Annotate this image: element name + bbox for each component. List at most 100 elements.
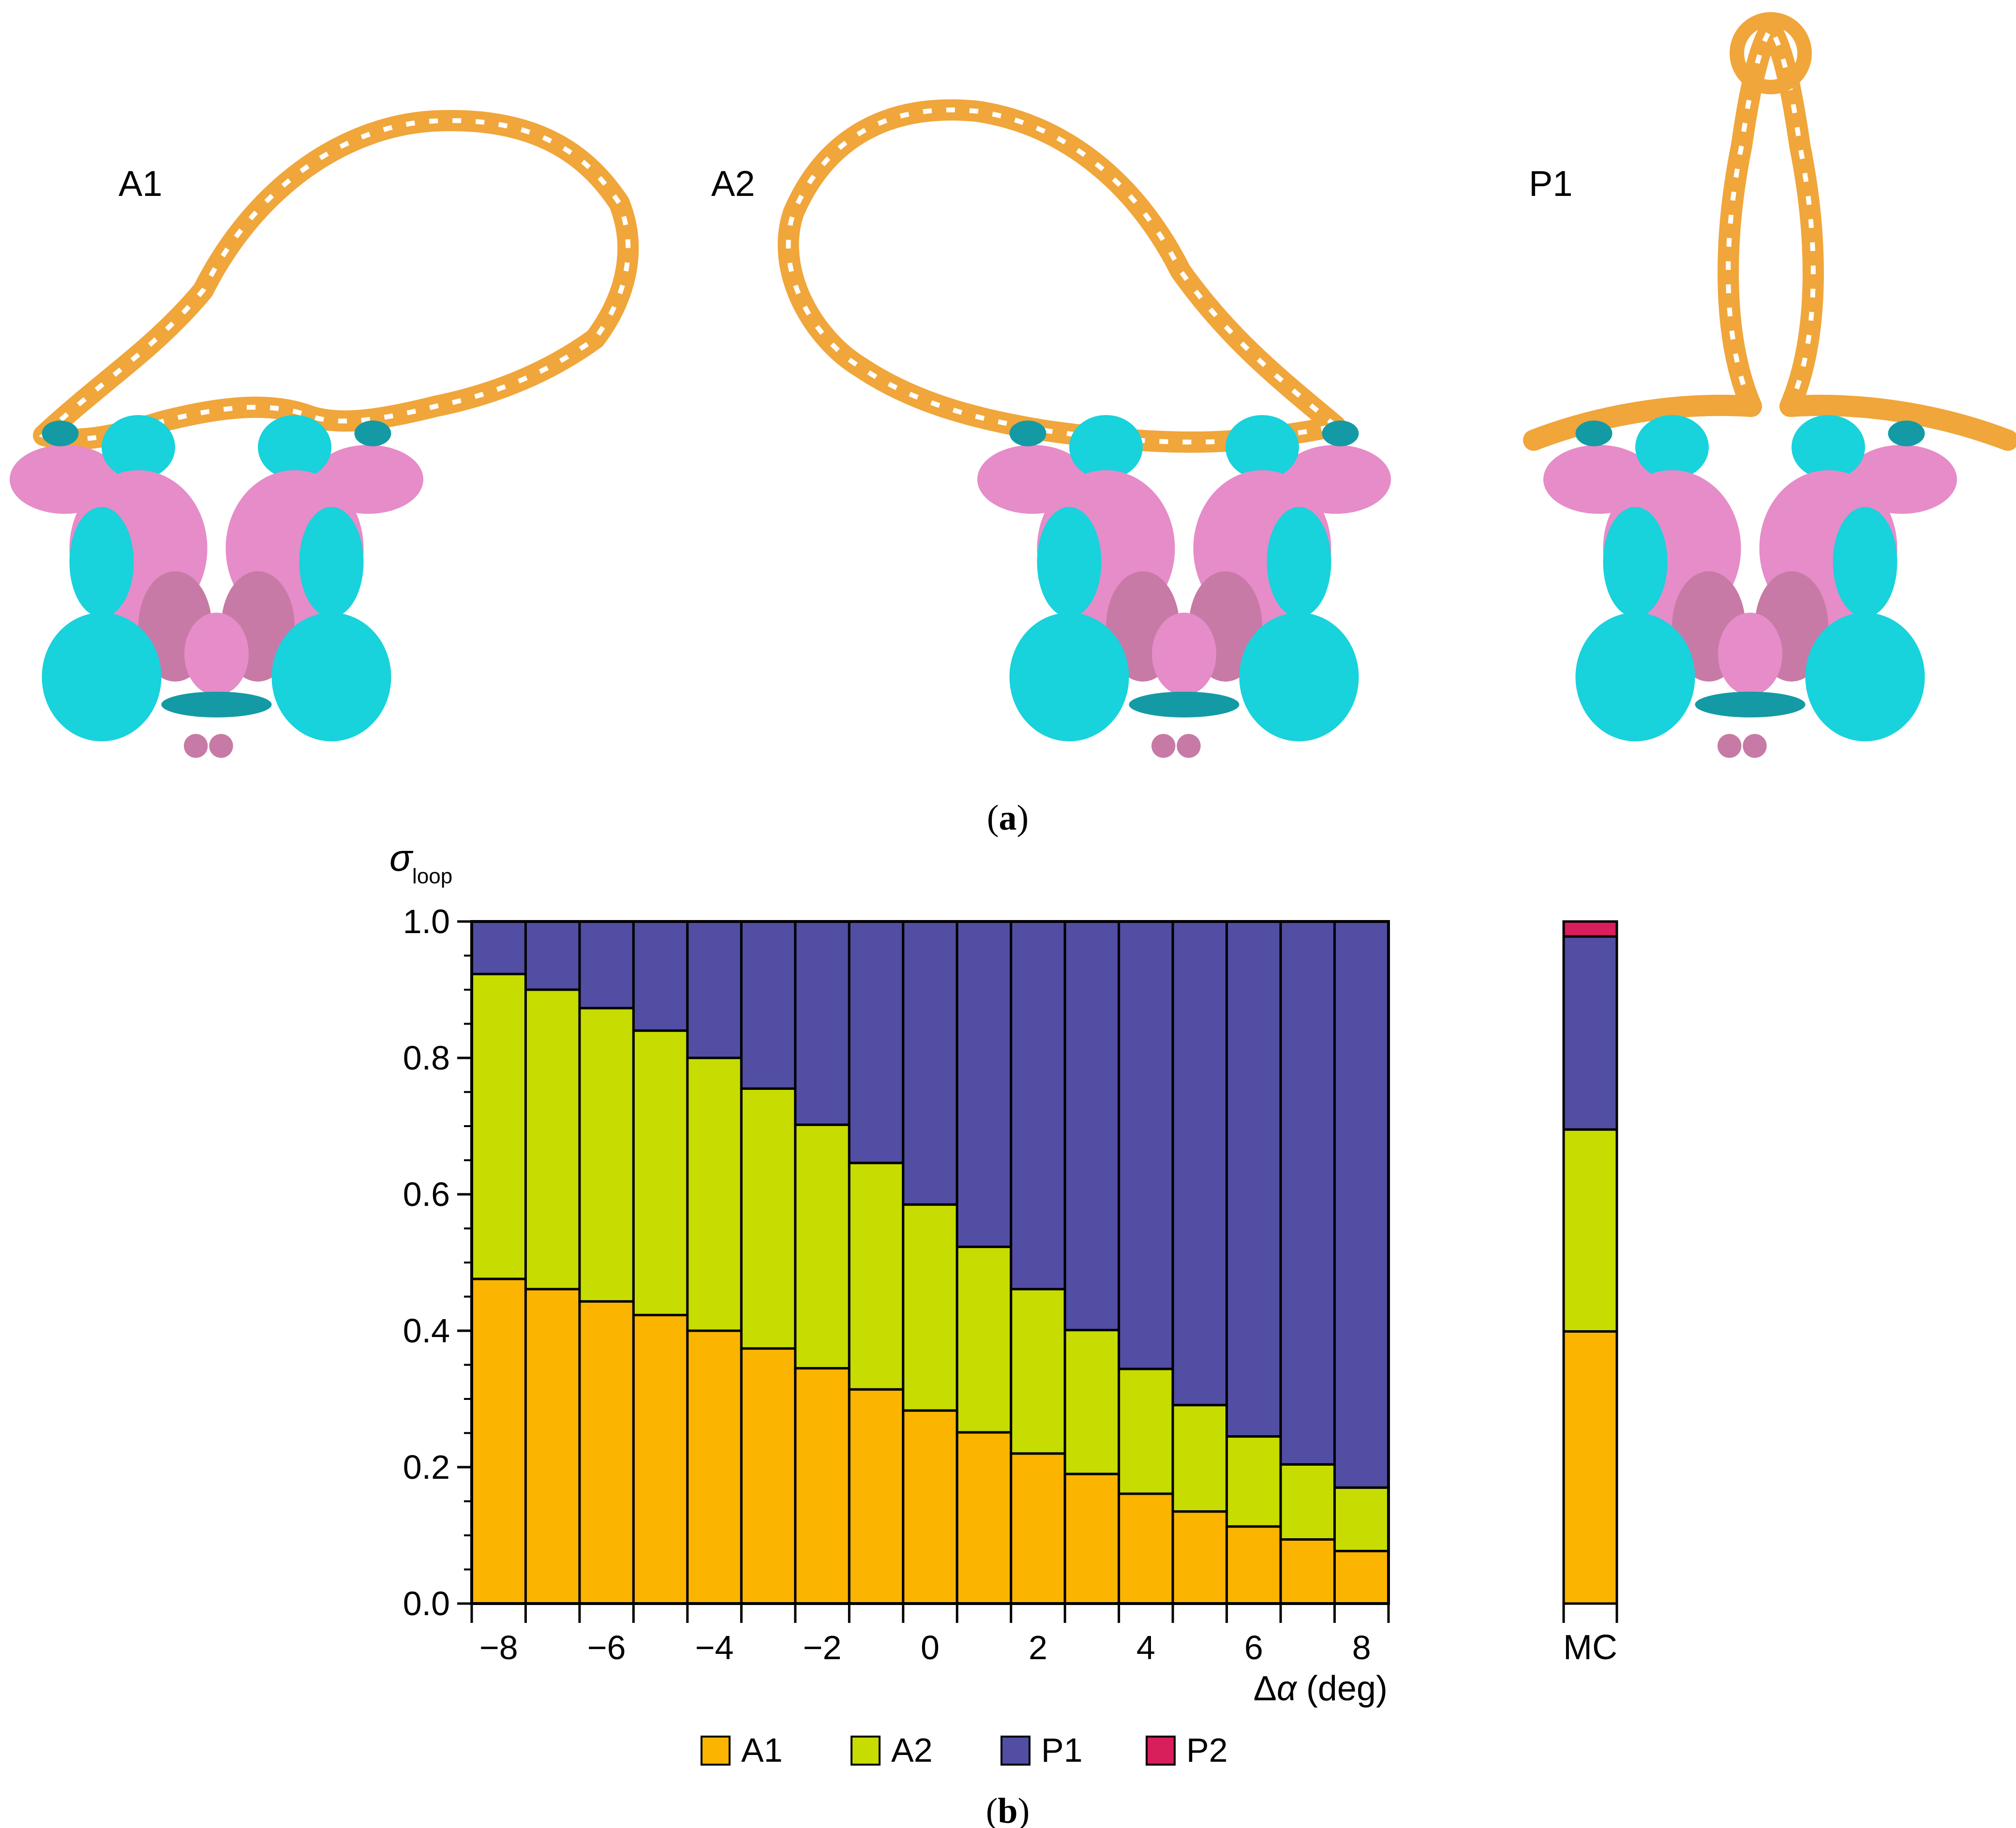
bar-a2-6 [794,1123,851,1370]
structure-label-a1: A1 [119,163,163,204]
x-tick-label-8: 8 [1352,1629,1371,1666]
bar-p1-3 [632,920,689,1032]
bar-p1-4 [686,920,743,1059]
bar-p1-14 [1225,920,1282,1438]
dna-loop-a1-inner [39,118,631,442]
x-axis-label-unit: (deg) [1297,1669,1388,1708]
bar-a2-2 [578,1007,635,1303]
legend-label-p1: P1 [1041,1731,1083,1769]
bar-p1-13 [1171,920,1228,1407]
legend-swatch-p2 [1146,1736,1176,1766]
bar-a1-4 [686,1329,743,1605]
x-axis: −8 −6 −4 −2 0 2 4 6 8 [470,1604,1390,1666]
bar-a2-9 [956,1246,1013,1434]
legend-swatch-a2 [851,1736,881,1766]
structure-label-a2: A2 [711,163,755,204]
panel-b-letter: b [998,1791,1017,1828]
y-axis: 0.0 0.2 0.4 0.6 0.8 1.0 [403,903,472,1622]
bar-p1-10 [1010,920,1066,1291]
bar-a1-6 [794,1367,851,1605]
bar-a1-12 [1118,1492,1174,1605]
bar-a1-1 [524,1288,581,1605]
bar-a2-0 [470,973,527,1280]
bar-a2-4 [686,1056,743,1332]
dna-coil-p1 [1730,12,1812,94]
structure-a2: A2 [711,99,1391,758]
dna-loop-a2-inner [786,107,1341,445]
y-tick-label-0: 0.0 [403,1585,450,1622]
bar-a1-0 [470,1278,527,1605]
bar-p1-6 [794,920,851,1126]
bar-p1-9 [956,920,1013,1248]
panel-a-caption: (a) [987,798,1029,838]
legend-label-a2: A2 [891,1731,933,1769]
x-tick-label-6: 4 [1136,1629,1155,1666]
x-tick-label-3: −2 [803,1629,842,1666]
bar-p1-1 [524,920,581,991]
bar-a2-11 [1063,1329,1120,1475]
x-tick-label-1: −6 [587,1629,626,1666]
bar-a1-7 [848,1388,905,1605]
bar-a1-16 [1333,1549,1390,1605]
mc-bar-a2 [1562,1128,1618,1333]
mc-bar-p1 [1562,935,1618,1131]
panel-a: A1 A2 P1 (a) [10,12,2016,838]
bar-a1-10 [1010,1452,1066,1605]
y-axis-label-symbol: σ [389,836,414,879]
bar-p1-15 [1279,920,1336,1466]
stacked-bars [470,920,1390,1605]
x-tick-label-5: 2 [1029,1629,1047,1666]
bar-a1-5 [740,1347,797,1605]
x-axis-label-symbol: α [1277,1669,1298,1708]
structure-p1: P1 [1523,12,2016,758]
structure-label-p1: P1 [1529,163,1573,204]
mc-stacked-bar [1562,920,1618,1623]
bar-p1-7 [848,920,905,1164]
y-axis-label: σloop [389,836,452,888]
panel-a-letter: a [999,798,1017,838]
y-axis-label-subscript: loop [412,864,452,888]
bar-a1-3 [632,1314,689,1605]
bar-a2-3 [632,1029,689,1317]
x-axis-label: Δα (deg) [1254,1669,1388,1708]
legend: A1 A2 P1 P2 [701,1731,1228,1769]
bar-a2-10 [1010,1288,1066,1455]
legend-swatch-a1 [701,1736,731,1766]
y-tick-label-3: 0.6 [403,1175,450,1213]
mc-label: MC [1563,1628,1617,1667]
bar-a1-8 [902,1409,958,1605]
bar-p1-0 [470,920,527,976]
bar-p1-16 [1333,920,1390,1489]
y-tick-label-4: 0.8 [403,1039,450,1077]
dna-stem-p1-inner [1726,24,1816,407]
bar-p1-5 [740,920,797,1090]
bar-p1-8 [902,920,958,1206]
bar-a1-15 [1279,1538,1336,1605]
panel-b-caption: (b) [986,1791,1030,1828]
bar-a2-1 [524,988,581,1291]
bar-a1-9 [956,1431,1013,1605]
bar-a2-13 [1171,1404,1228,1513]
bar-a1-11 [1063,1472,1120,1605]
bar-a2-16 [1333,1486,1390,1552]
bar-a2-5 [740,1087,797,1350]
legend-label-p2: P2 [1186,1731,1228,1769]
mc-bar-a1 [1562,1330,1618,1605]
panel-b: σloop 0.0 0.2 0.4 0.6 0.8 1.0 −8 −6 −4 −2 0 2 4 6 8 M… [389,836,1618,1828]
bar-a2-15 [1279,1463,1336,1541]
bar-a2-14 [1225,1435,1282,1528]
bar-a2-7 [848,1161,905,1391]
x-tick-label-2: −4 [695,1629,734,1666]
bar-p1-2 [578,920,635,1010]
y-tick-label-2: 0.4 [403,1312,450,1350]
bar-p1-12 [1118,920,1174,1370]
dna-arms-p1 [1523,395,2016,451]
bar-a1-2 [578,1300,635,1605]
x-tick-label-4: 0 [921,1629,940,1666]
bar-a2-8 [902,1203,958,1412]
bar-p1-11 [1063,920,1120,1332]
x-tick-label-7: 6 [1244,1629,1263,1666]
bar-a1-13 [1171,1510,1228,1605]
y-tick-label-5: 1.0 [403,903,450,940]
